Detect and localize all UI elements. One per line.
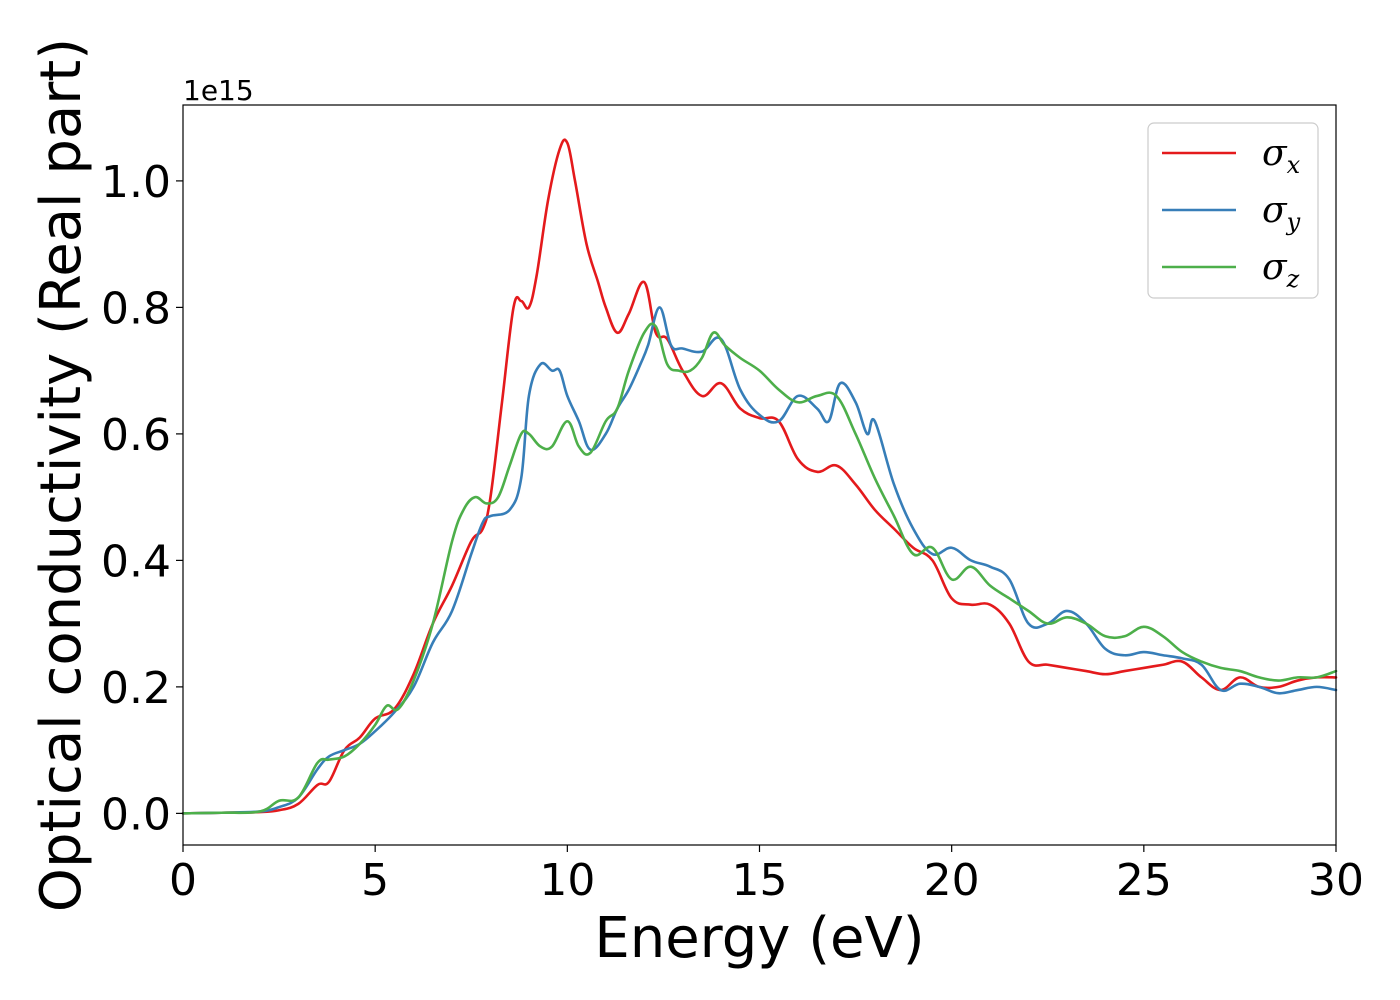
x-tick-label: 5	[361, 855, 389, 906]
legend-label-sigma-y: σy	[1262, 190, 1301, 236]
x-tick-label: 0	[169, 855, 197, 906]
series-lines	[181, 138, 1338, 815]
y-tick-label: 0.4	[101, 536, 171, 587]
x-tick-label: 30	[1308, 855, 1364, 906]
y-axis-title: Optical conductivity (Real part)	[29, 38, 94, 912]
x-tick-label: 10	[539, 855, 595, 906]
y-tick-label: 0.2	[101, 663, 171, 714]
series-line-sigma-z	[181, 322, 1338, 815]
legend: σx σy σz	[1147, 122, 1319, 299]
y-axis-ticks: 0.0 0.2 0.4 0.6 0.8 1.0	[101, 157, 183, 840]
y-tick-label: 0.6	[101, 410, 171, 461]
y-tick-label: 0.0	[101, 789, 171, 840]
legend-label-sigma-z: σz	[1262, 247, 1300, 293]
y-tick-label: 1.0	[101, 157, 171, 208]
y-offset-label: 1e15	[183, 74, 254, 107]
legend-label-sigma-x: σx	[1262, 133, 1301, 179]
x-tick-label: 20	[924, 855, 980, 906]
x-axis-title: Energy (eV)	[594, 906, 924, 971]
x-tick-label: 25	[1116, 855, 1172, 906]
plot-background	[183, 105, 1336, 845]
x-tick-label: 15	[732, 855, 788, 906]
series-line-sigma-y	[181, 306, 1338, 815]
series-line-sigma-x	[181, 138, 1338, 815]
x-axis-ticks: 0 5 10 15 20 25 30	[169, 845, 1364, 906]
y-tick-label: 0.8	[101, 283, 171, 334]
